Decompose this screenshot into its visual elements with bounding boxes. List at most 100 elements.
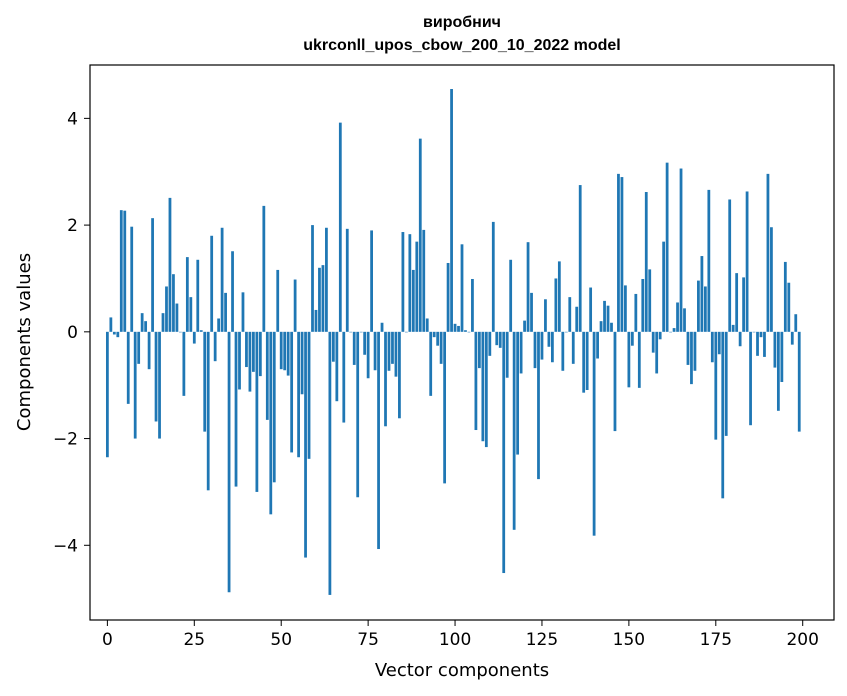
bar-26 xyxy=(196,259,200,332)
x-tick-label: 200 xyxy=(786,630,818,650)
bar-195 xyxy=(783,261,787,332)
bar-101 xyxy=(457,325,460,332)
bar-99 xyxy=(450,89,453,332)
bar-92 xyxy=(425,318,429,332)
x-axis-label: Vector components xyxy=(375,660,549,681)
bar-72 xyxy=(356,331,360,498)
bar-97 xyxy=(443,331,447,484)
bar-157 xyxy=(651,331,655,353)
bar-161 xyxy=(665,162,669,332)
bar-152 xyxy=(634,293,638,332)
bar-194 xyxy=(780,331,784,382)
bar-63 xyxy=(325,227,328,332)
bar-86 xyxy=(404,331,408,333)
bar-1 xyxy=(109,317,113,332)
bar-168 xyxy=(690,331,693,385)
bar-125 xyxy=(540,331,544,360)
bar-124 xyxy=(537,331,540,480)
bar-118 xyxy=(516,331,520,455)
bar-178 xyxy=(724,331,728,436)
bar-103 xyxy=(464,330,467,332)
bar-122 xyxy=(530,292,533,332)
bar-96 xyxy=(439,331,443,364)
bar-12 xyxy=(147,331,151,370)
bar-79 xyxy=(380,322,384,332)
x-tick-label: 150 xyxy=(613,630,645,650)
bar-151 xyxy=(630,331,634,346)
bar-100 xyxy=(453,323,457,332)
bar-198 xyxy=(794,314,798,332)
bar-8 xyxy=(133,331,137,439)
bar-197 xyxy=(790,331,794,345)
bar-117 xyxy=(512,331,516,530)
bar-40 xyxy=(245,331,248,368)
bar-32 xyxy=(217,318,221,332)
bar-107 xyxy=(477,331,481,369)
bar-105 xyxy=(471,278,474,332)
bar-156 xyxy=(648,269,652,332)
bar-132 xyxy=(564,331,568,333)
bar-121 xyxy=(526,242,530,332)
bar-17 xyxy=(165,286,168,332)
bar-14 xyxy=(154,331,158,422)
bar-62 xyxy=(321,265,325,332)
bar-196 xyxy=(787,282,791,332)
bar-65 xyxy=(331,331,335,362)
bar-187 xyxy=(756,331,759,356)
bar-155 xyxy=(644,192,648,332)
bar-27 xyxy=(199,330,203,332)
bar-128 xyxy=(551,331,554,363)
bar-50 xyxy=(279,331,283,370)
bar-134 xyxy=(571,331,575,364)
bar-58 xyxy=(307,331,311,459)
bar-175 xyxy=(714,331,718,440)
bar-43 xyxy=(255,331,259,492)
x-tick-label: 175 xyxy=(700,630,732,650)
bar-29 xyxy=(206,331,210,491)
bar-171 xyxy=(700,256,704,332)
bar-193 xyxy=(776,331,780,411)
bar-91 xyxy=(422,229,426,332)
bar-46 xyxy=(265,331,269,420)
bar-30 xyxy=(210,235,214,332)
bar-140 xyxy=(592,331,596,536)
bar-61 xyxy=(318,267,321,332)
bar-90 xyxy=(418,138,422,332)
bar-172 xyxy=(703,286,707,332)
bar-53 xyxy=(290,331,294,453)
bar-41 xyxy=(248,331,252,392)
bar-36 xyxy=(231,251,234,332)
y-tick-label: −4 xyxy=(53,536,78,556)
bar-143 xyxy=(603,300,606,332)
bar-120 xyxy=(523,320,526,332)
x-tick-label: 50 xyxy=(270,630,292,650)
bar-153 xyxy=(637,331,641,388)
x-tick-label: 0 xyxy=(102,630,113,650)
bar-52 xyxy=(286,331,290,376)
bar-31 xyxy=(213,331,217,362)
bar-94 xyxy=(432,331,436,338)
bar-42 xyxy=(252,331,255,372)
bar-180 xyxy=(731,324,735,332)
bar-33 xyxy=(220,227,224,332)
bar-9 xyxy=(137,331,141,364)
ticks-group: 0 25 50 75 100 125 150 175 200 −4 −2 0 2 4 xyxy=(53,109,819,650)
bar-85 xyxy=(401,232,405,332)
bar-23 xyxy=(185,257,189,332)
x-tick-label: 25 xyxy=(183,630,205,650)
bar-75 xyxy=(366,331,370,379)
bar-111 xyxy=(491,221,495,332)
bar-69 xyxy=(345,228,349,332)
bar-130 xyxy=(557,261,561,332)
bar-68 xyxy=(342,331,346,423)
chart-title-line2: ukrconll_upos_cbow_200_10_2022 model xyxy=(303,37,620,54)
bar-59 xyxy=(311,225,314,332)
bar-127 xyxy=(547,331,551,347)
bar-129 xyxy=(554,278,558,332)
bar-7 xyxy=(130,226,134,332)
bar-142 xyxy=(599,321,603,332)
bar-39 xyxy=(241,292,245,332)
bar-47 xyxy=(269,331,273,515)
bar-38 xyxy=(238,331,241,390)
